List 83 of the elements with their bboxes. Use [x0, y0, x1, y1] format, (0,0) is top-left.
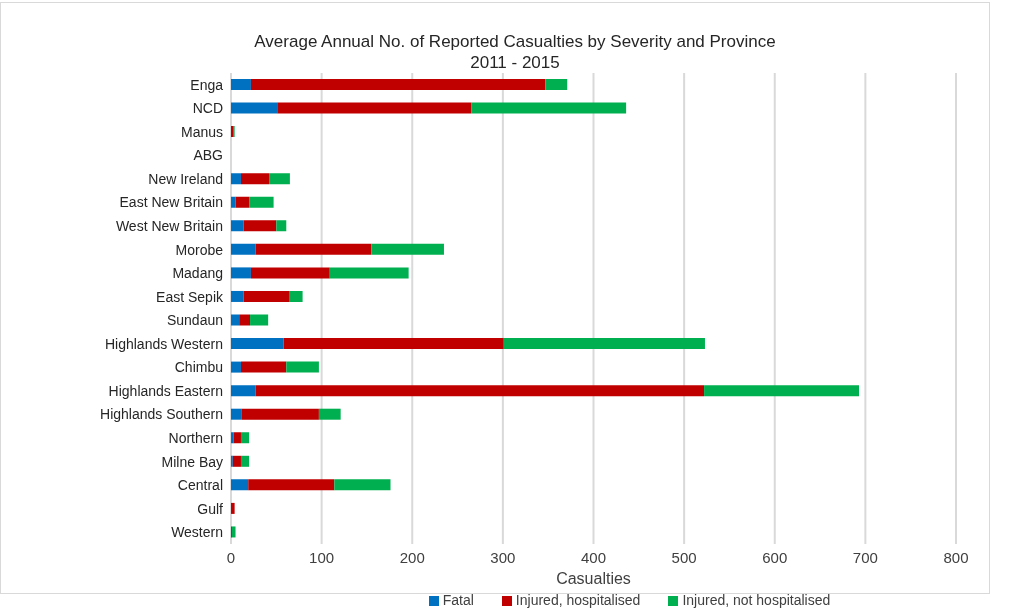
x-tick-label: 800 [943, 548, 969, 566]
bar [231, 479, 249, 491]
bar [248, 479, 335, 491]
bar [231, 361, 241, 373]
bar [240, 173, 270, 185]
bar [371, 243, 444, 255]
bar [231, 290, 244, 302]
bar [250, 267, 330, 279]
y-tick-label: Sundaun [166, 312, 223, 329]
x-tick-label: 600 [762, 548, 788, 566]
bar [704, 385, 860, 397]
legend-label: Injured, not hospitalised [682, 592, 831, 608]
bar [334, 479, 391, 491]
bar [231, 526, 236, 538]
bar [240, 455, 250, 467]
bar [235, 196, 250, 208]
bar [233, 432, 241, 444]
y-tick-label: Highlands Eastern [108, 382, 223, 399]
y-tick-label: Morobe [175, 241, 224, 258]
bar [232, 455, 241, 467]
x-tick-label: 700 [852, 548, 878, 566]
bar [240, 361, 287, 373]
x-axis-title: Casualties [556, 570, 631, 587]
bar [231, 267, 251, 279]
bar [250, 314, 269, 326]
bar [239, 314, 251, 326]
bar [231, 102, 278, 114]
bar [286, 361, 319, 373]
bar [289, 290, 303, 302]
y-tick-label: East New Britain [119, 194, 223, 211]
bar [231, 338, 284, 350]
bar [231, 408, 242, 420]
bar [471, 102, 627, 114]
y-tick-label: West New Britain [115, 218, 223, 235]
y-tick-label: Milne Bay [161, 453, 223, 470]
bar [231, 79, 251, 90]
bar [255, 243, 372, 255]
x-tick-label: 300 [490, 548, 516, 566]
bar [231, 220, 244, 232]
bar [243, 220, 277, 232]
bar [231, 432, 234, 444]
y-tick-label: New Ireland [148, 170, 223, 187]
x-tick-label: 200 [399, 548, 425, 566]
y-tick-label: Gulf [197, 500, 224, 517]
y-tick-label: Madang [172, 265, 223, 282]
bar [283, 338, 504, 350]
bar [231, 314, 240, 326]
x-tick-label: 500 [671, 548, 697, 566]
y-tick-label: Enga [190, 76, 224, 93]
bar [243, 290, 289, 302]
legend-label: Fatal [442, 592, 474, 608]
bar [503, 338, 705, 350]
y-tick-label: ABG [193, 147, 223, 164]
bar [329, 267, 409, 279]
y-tick-label: Central [177, 477, 223, 494]
bar [255, 385, 705, 397]
bar [276, 220, 287, 232]
bar [231, 196, 236, 208]
bar [250, 79, 546, 90]
x-tick-label: 100 [309, 548, 335, 566]
bar [241, 408, 319, 420]
y-tick-label: Manus [180, 123, 223, 140]
y-tick-label: Northern [168, 429, 223, 446]
bar [231, 385, 256, 397]
y-tick-label: NCD [192, 100, 223, 117]
legend-label: Injured, hospitalised [515, 592, 641, 608]
y-tick-label: Chimbu [174, 359, 223, 376]
chart-title: Average Annual No. of Reported Casualties by Severity and Province 2011 - 2015 [253, 31, 777, 73]
bar [231, 173, 241, 185]
bar [545, 79, 568, 90]
bar [240, 432, 250, 444]
y-tick-label: Highlands Western [104, 335, 223, 352]
bar [269, 173, 290, 185]
y-tick-label: East Sepik [156, 288, 224, 305]
bar [249, 196, 274, 208]
y-tick-label: Western [171, 524, 223, 541]
x-tick-label: 0 [226, 548, 236, 566]
bar [277, 102, 472, 114]
bar [318, 408, 341, 420]
x-tick-label: 400 [580, 548, 607, 566]
bar [231, 243, 256, 255]
y-tick-label: Highlands Southern [100, 406, 223, 423]
bar [231, 502, 235, 514]
